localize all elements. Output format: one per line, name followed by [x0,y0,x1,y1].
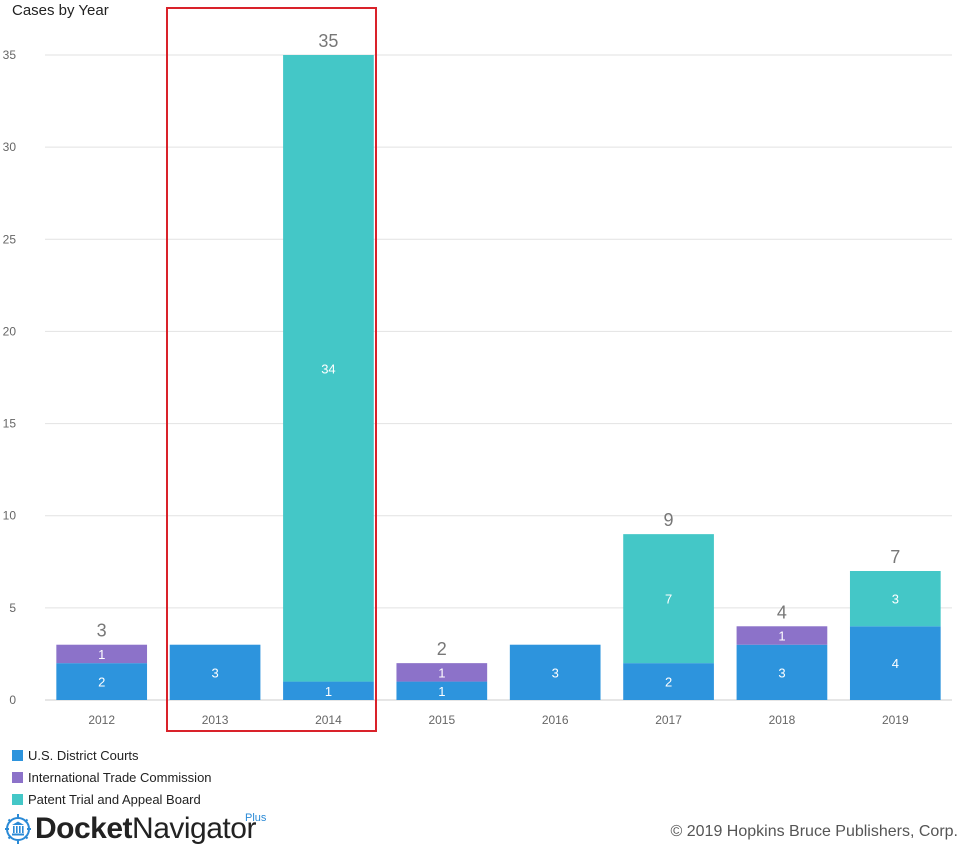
docket-navigator-logo: Docket Navigator Plus [4,812,266,846]
bar-2017-series-0 [623,663,714,700]
logo-word-navigator: Navigator [132,812,256,845]
legend-item-ptab[interactable]: Patent Trial and Appeal Board [12,788,212,810]
bar-2015-series-0 [396,681,488,700]
legend-item-district-courts[interactable]: U.S. District Courts [12,744,212,766]
total-label-2019: 7 [890,547,900,567]
data-label-2019-series-2: 3 [892,592,899,607]
x-tick-label-2014: 2014 [315,713,342,727]
total-label-2018: 4 [777,602,787,622]
y-tick-label-25: 25 [3,232,17,246]
bar-2013-series-0 [169,644,261,700]
x-tick-label-2013: 2013 [202,713,229,727]
x-tick-label-2018: 2018 [769,713,796,727]
stacked-bar-chart: 0510152025303521320123201313435201411220… [3,31,952,727]
bar-2018-series-0 [736,644,828,700]
y-tick-label-10: 10 [3,509,17,523]
bar-2019-series-2 [849,571,941,627]
chart-legend: U.S. District Courts International Trade… [12,744,212,810]
legend-swatch-ptab [12,793,23,805]
total-label-2014: 35 [318,31,338,51]
y-tick-label-15: 15 [3,417,17,431]
x-tick-label-2016: 2016 [542,713,569,727]
data-label-2014-series-2: 34 [321,361,335,376]
y-tick-label-30: 30 [3,140,17,154]
legend-label-ptab: Patent Trial and Appeal Board [28,791,201,807]
data-label-2015-series-0: 1 [438,684,445,699]
total-label-2015: 2 [437,639,447,659]
y-tick-label-0: 0 [9,693,16,707]
data-label-2014-series-0: 1 [325,684,332,699]
legend-item-itc[interactable]: International Trade Commission [12,766,212,788]
data-label-2012-series-1: 1 [98,647,105,662]
x-tick-label-2017: 2017 [655,713,682,727]
x-tick-label-2019: 2019 [882,713,909,727]
total-label-2012: 3 [97,621,107,641]
highlight-box-2013-2014 [166,7,377,732]
data-label-2018-series-0: 3 [778,665,785,680]
bar-2015-series-1 [396,663,488,682]
bar-2012-series-0 [56,663,148,700]
legend-label-district-courts: U.S. District Courts [28,747,139,763]
x-tick-label-2015: 2015 [428,713,455,727]
chart-title: Cases by Year [12,2,109,19]
copyright-notice: © 2019 Hopkins Bruce Publishers, Corp. [670,823,958,840]
bar-2019-series-0 [849,626,941,700]
y-tick-label-20: 20 [3,324,17,338]
bar-2016-series-0 [509,644,601,700]
courthouse-wheel-icon [5,814,31,844]
data-label-2016-series-0: 3 [552,665,559,680]
data-label-2013-series-0: 3 [211,665,218,680]
legend-swatch-district-courts [12,749,23,761]
x-tick-label-2012: 2012 [88,713,115,727]
data-label-2019-series-0: 4 [892,656,899,671]
bar-2014-series-2 [283,55,374,682]
legend-swatch-itc [12,771,23,783]
bar-2017-series-2 [623,534,714,664]
logo-plus-badge: Plus [245,812,267,824]
data-label-2017-series-0: 2 [665,675,672,690]
bar-2018-series-1 [736,626,828,645]
bar-2014-series-0 [283,681,374,700]
y-tick-label-5: 5 [9,601,16,615]
bar-2012-series-1 [56,644,148,664]
data-label-2017-series-2: 7 [665,592,672,607]
data-label-2018-series-1: 1 [778,629,785,644]
y-tick-label-35: 35 [3,48,17,62]
data-label-2015-series-1: 1 [438,665,445,680]
legend-label-itc: International Trade Commission [28,769,212,785]
logo-word-docket: Docket [35,812,133,845]
total-label-2017: 9 [664,510,674,530]
data-label-2012-series-0: 2 [98,675,105,690]
